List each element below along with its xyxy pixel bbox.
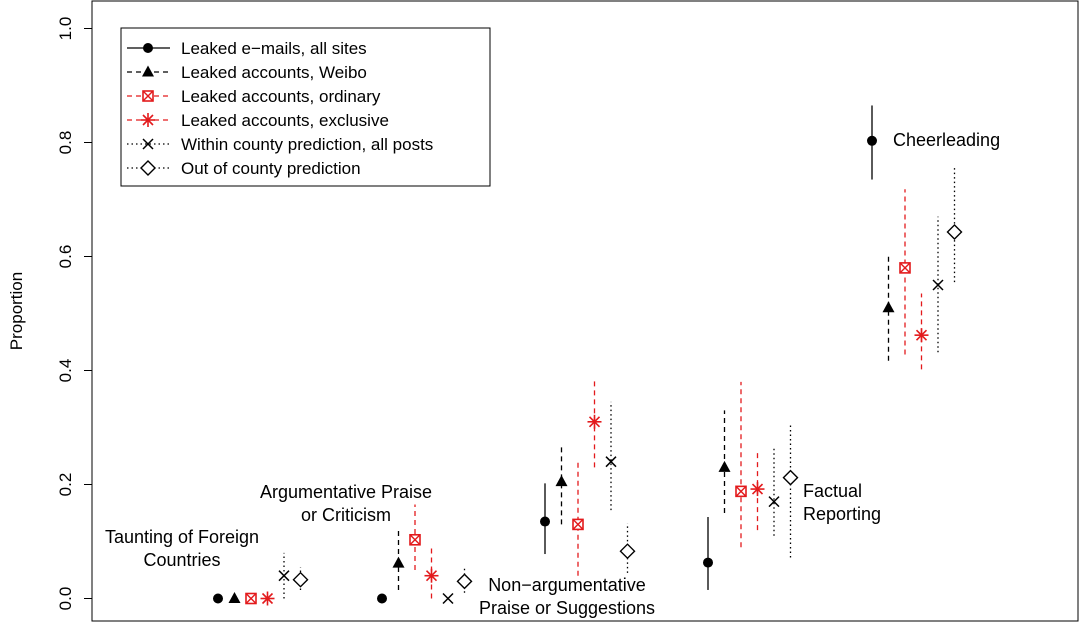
legend-label: Leaked accounts, ordinary [181, 87, 381, 106]
category-label: Factual Reporting [803, 481, 881, 524]
data-point [456, 573, 473, 590]
series-3 [245, 189, 911, 605]
data-point [882, 301, 895, 313]
data-point [703, 557, 713, 568]
series-layer [213, 105, 963, 606]
data-point [260, 591, 275, 606]
category-label-line: Praise or Suggestions [479, 598, 655, 618]
legend-marker [142, 138, 154, 150]
legend-item: Leaked accounts, exclusive [127, 111, 389, 130]
category-label-line: or Criticism [301, 505, 391, 525]
y-tick-label: 0.6 [56, 245, 75, 269]
data-point [946, 224, 963, 240]
data-point [228, 592, 241, 603]
data-point [899, 262, 911, 274]
legend-label: Leaked accounts, exclusive [181, 111, 389, 130]
category-label: Non−argumentative Praise or Suggestions [479, 575, 655, 618]
category-label-line: Factual [803, 481, 862, 501]
legend-label: Leaked e−mails, all sites [181, 39, 367, 58]
data-point [619, 543, 636, 560]
category-label-line: Countries [143, 550, 220, 570]
data-point [245, 592, 257, 605]
data-point [750, 482, 765, 497]
data-point [932, 279, 944, 291]
legend-box [120, 27, 491, 187]
y-tick-label: 0.4 [56, 359, 75, 383]
series-4 [260, 293, 929, 606]
series-2 [228, 256, 895, 603]
data-point [442, 592, 454, 605]
legend-item: Leaked e−mails, all sites [127, 39, 367, 58]
series-5 [278, 216, 944, 605]
data-point [213, 593, 223, 604]
data-point [292, 571, 309, 588]
series-6 [292, 166, 963, 593]
legend: Leaked e−mails, all sites Leaked accounts… [120, 27, 491, 187]
category-label-line: Taunting of Foreign [105, 527, 259, 547]
category-label-line: Cheerleading [893, 130, 1000, 150]
data-point [424, 568, 439, 583]
data-point [392, 556, 405, 568]
category-annotations: Taunting of Foreign Countries Argumentativ… [105, 130, 1000, 618]
legend-marker [142, 65, 154, 77]
data-point [377, 593, 387, 604]
category-label: Taunting of Foreign Countries [105, 527, 259, 570]
legend-label: Leaked accounts, Weibo [181, 63, 367, 82]
data-point [782, 469, 799, 486]
data-point [587, 414, 602, 429]
series-1 [213, 105, 877, 604]
data-point [409, 533, 421, 546]
data-point [605, 456, 617, 468]
legend-item: Within county prediction, all posts [127, 135, 433, 154]
y-tick-label: 1.0 [56, 17, 75, 41]
category-label-line: Non−argumentative [488, 575, 646, 595]
data-point [572, 518, 584, 531]
data-point [718, 460, 731, 472]
category-label-line: Reporting [803, 504, 881, 524]
data-point [867, 135, 877, 146]
y-tick-label: 0.2 [56, 473, 75, 497]
legend-marker [142, 90, 154, 102]
y-axis-label: Proportion [7, 272, 26, 350]
legend-marker [143, 43, 153, 53]
category-label: Cheerleading [893, 130, 1000, 150]
data-point [278, 570, 290, 582]
category-label: Argumentative Praise or Criticism [260, 482, 432, 525]
legend-item: Leaked accounts, ordinary [127, 87, 381, 106]
data-point [768, 496, 780, 508]
y-tick-label: 0.8 [56, 131, 75, 155]
legend-item: Out of county prediction [127, 159, 361, 178]
data-point [735, 485, 747, 498]
y-tick-label: 0.0 [56, 587, 75, 611]
legend-marker [140, 160, 156, 176]
legend-label: Within county prediction, all posts [181, 135, 433, 154]
y-axis: 0.0 0.2 0.4 0.6 0.8 1.0 [56, 17, 93, 611]
category-label-line: Argumentative Praise [260, 482, 432, 502]
legend-marker [141, 113, 155, 127]
legend-item: Leaked accounts, Weibo [127, 63, 367, 82]
data-point [914, 328, 929, 343]
data-point [555, 475, 568, 487]
data-point [540, 516, 550, 527]
legend-label: Out of county prediction [181, 159, 361, 178]
